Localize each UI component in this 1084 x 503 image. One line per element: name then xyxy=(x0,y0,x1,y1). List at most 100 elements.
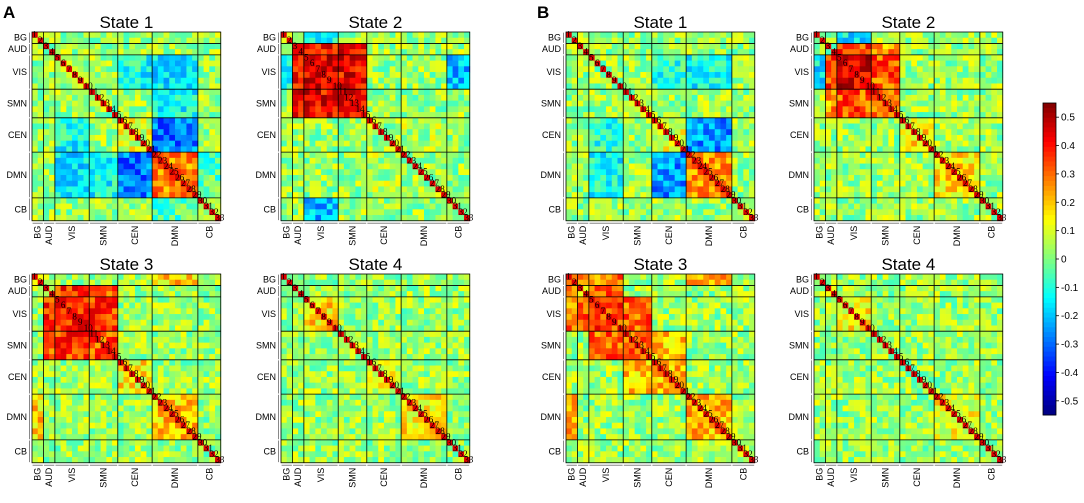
heatmap-cell xyxy=(72,152,79,159)
heatmap-cell xyxy=(37,279,44,286)
heatmap-cell xyxy=(326,43,333,50)
heatmap-cell xyxy=(338,285,345,292)
heatmap-cell xyxy=(674,60,681,67)
heatmap-cell xyxy=(321,89,328,96)
heatmap-cell xyxy=(175,285,182,292)
heatmap-cell xyxy=(32,336,39,343)
component-number-label: 22 xyxy=(152,150,161,160)
heatmap-cell xyxy=(441,325,448,332)
heatmap-cell xyxy=(286,331,293,338)
heatmap-cell xyxy=(192,445,199,452)
heatmap-cell xyxy=(281,291,288,298)
heatmap-cell xyxy=(321,302,328,309)
heatmap-cell xyxy=(378,192,385,199)
heatmap-cell xyxy=(146,371,153,378)
heatmap-cell xyxy=(446,32,453,39)
heatmap-cell xyxy=(180,405,187,412)
heatmap-cell xyxy=(406,348,413,355)
heatmap-cell xyxy=(378,296,385,303)
heatmap-cell xyxy=(298,382,305,389)
heatmap-cell xyxy=(49,94,56,101)
heatmap-cell xyxy=(49,451,56,458)
heatmap-cell xyxy=(94,186,101,193)
component-number-label: 19 xyxy=(384,374,394,384)
heatmap-cell xyxy=(332,342,339,349)
heatmap-cell xyxy=(180,37,187,44)
heatmap-cell xyxy=(361,388,368,395)
heatmap-cell xyxy=(441,428,448,435)
heatmap-cell xyxy=(464,94,471,101)
heatmap-cell xyxy=(215,152,222,159)
heatmap-cell xyxy=(175,106,182,113)
heatmap-cell xyxy=(435,43,442,50)
heatmap-cell xyxy=(406,399,413,406)
heatmap-cell xyxy=(583,60,590,67)
heatmap-cell xyxy=(94,279,101,286)
heatmap-cell xyxy=(77,146,84,153)
heatmap-cell xyxy=(355,117,362,124)
component-number-label: 1 xyxy=(32,29,37,39)
heatmap-cell xyxy=(186,163,193,170)
heatmap-cell xyxy=(100,279,107,286)
heatmap-cell xyxy=(215,215,222,222)
heatmap-cell xyxy=(169,457,176,464)
heatmap-cell xyxy=(366,43,373,50)
heatmap-cell xyxy=(163,186,170,193)
heatmap-cell xyxy=(332,169,339,176)
heatmap-cell xyxy=(686,60,693,67)
component-number-label: 11 xyxy=(89,87,98,97)
heatmap-cell xyxy=(83,331,90,338)
heatmap-cell xyxy=(321,215,328,222)
heatmap-cell xyxy=(441,302,448,309)
heatmap-cell xyxy=(412,175,419,182)
heatmap-cell xyxy=(321,175,328,182)
heatmap-cell xyxy=(412,163,419,170)
heatmap-cell xyxy=(60,129,67,136)
heatmap-cell xyxy=(192,308,199,315)
heatmap-cell xyxy=(424,434,431,441)
heatmap-cell xyxy=(54,394,61,401)
heatmap-cell xyxy=(215,319,222,326)
heatmap-cell xyxy=(349,331,356,338)
heatmap-cell xyxy=(714,66,721,73)
heatmap-cell xyxy=(286,157,293,164)
heatmap-cell xyxy=(186,434,193,441)
heatmap-cell xyxy=(389,405,396,412)
heatmap-cell xyxy=(106,296,113,303)
heatmap-cell xyxy=(140,445,147,452)
heatmap-cell xyxy=(292,405,299,412)
heatmap-cell xyxy=(749,72,756,79)
heatmap-cell xyxy=(140,89,147,96)
heatmap-cell xyxy=(94,422,101,429)
heatmap-cell xyxy=(406,422,413,429)
heatmap-cell xyxy=(281,100,288,107)
heatmap-cell xyxy=(54,197,61,204)
heatmap-cell xyxy=(83,112,90,119)
heatmap-cell xyxy=(418,279,425,286)
heatmap-cell xyxy=(395,336,402,343)
heatmap-cell xyxy=(286,100,293,107)
heatmap-cell xyxy=(657,60,664,67)
heatmap-cell xyxy=(361,445,368,452)
heatmap-cell xyxy=(355,140,362,147)
heatmap-cell xyxy=(412,203,419,210)
heatmap-cell xyxy=(412,129,419,136)
heatmap-cell xyxy=(129,411,136,418)
heatmap-cell xyxy=(54,434,61,441)
heatmap-cell xyxy=(197,405,204,412)
heatmap-cell xyxy=(169,140,176,147)
heatmap-cell xyxy=(349,319,356,326)
heatmap-cell xyxy=(129,106,136,113)
heatmap-cell xyxy=(343,203,350,210)
heatmap-cell xyxy=(129,215,136,222)
heatmap-cell xyxy=(146,285,153,292)
heatmap-cell xyxy=(32,134,39,142)
heatmap-cell xyxy=(424,203,431,210)
heatmap-cell xyxy=(326,359,333,366)
heatmap-cell xyxy=(594,32,601,39)
heatmap-cell xyxy=(197,180,204,187)
heatmap-cell xyxy=(157,342,164,349)
component-number-label: 22 xyxy=(401,392,410,402)
heatmap-cell xyxy=(378,422,385,429)
heatmap-cell xyxy=(435,117,442,124)
